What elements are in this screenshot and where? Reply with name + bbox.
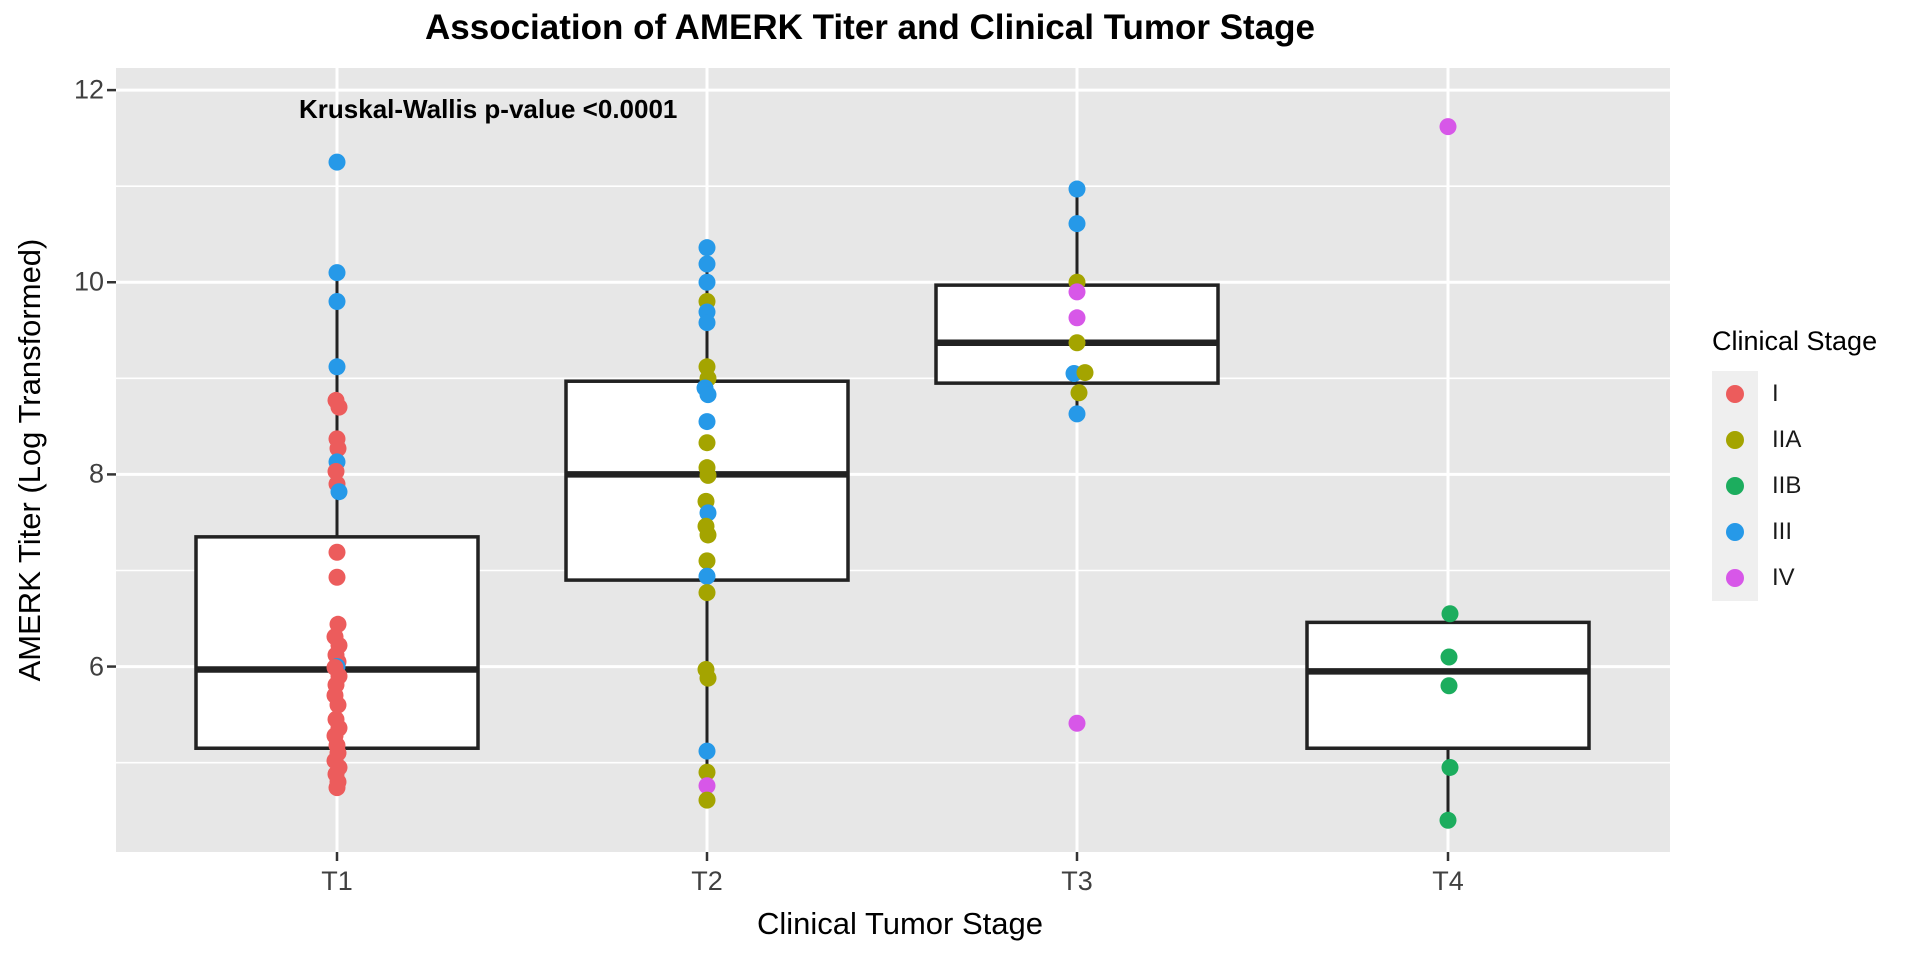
legend-item-label: IV: [1772, 564, 1795, 591]
data-point-T1-stage-I: [329, 439, 347, 457]
legend-dot-icon: [1726, 385, 1744, 403]
y-tick-label-10: 10: [73, 266, 104, 297]
legend-key: [1712, 463, 1758, 509]
legend-item-I: I: [1712, 371, 1912, 417]
data-point-T4-stage-IIB: [1441, 758, 1459, 776]
data-point-T2-stage-III: [698, 255, 716, 273]
chart-title: Association of AMERK Titer and Clinical …: [424, 8, 1316, 47]
data-point-T1-stage-III: [328, 153, 346, 171]
legend-dot-icon: [1726, 569, 1744, 587]
data-point-T2-stage-III: [699, 386, 717, 404]
legend-dot-icon: [1726, 523, 1744, 541]
legend-item-label: I: [1772, 380, 1779, 407]
data-point-T3-stage-III: [1068, 405, 1086, 423]
data-point-T2-stage-III: [698, 742, 716, 760]
legend-dot-icon: [1726, 431, 1744, 449]
data-point-T4-stage-IV: [1439, 118, 1457, 136]
y-tick-label-6: 6: [88, 651, 104, 682]
legend: Clinical Stage I IIA IIB III IV: [1712, 326, 1912, 601]
data-point-T1-stage-III: [328, 292, 346, 310]
legend-item-label: IIB: [1772, 472, 1802, 499]
legend-item-IIB: IIB: [1712, 463, 1912, 509]
data-point-T2-stage-III: [698, 567, 716, 585]
data-point-T1-stage-I: [330, 398, 348, 416]
data-point-T2-stage-IIA: [699, 466, 717, 484]
data-point-T3-stage-IIA: [1070, 384, 1088, 402]
data-point-T4-stage-IIB: [1440, 677, 1458, 695]
data-point-T4-stage-IIB: [1439, 811, 1457, 829]
data-point-T3-stage-IV: [1068, 283, 1086, 301]
legend-item-IIA: IIA: [1712, 417, 1912, 463]
legend-items: I IIA IIB III IV: [1712, 371, 1912, 601]
legend-item-IV: IV: [1712, 555, 1912, 601]
data-point-T3-stage-IIA: [1068, 334, 1086, 352]
data-point-T2-stage-IIA: [698, 434, 716, 452]
legend-key: [1712, 555, 1758, 601]
x-axis-title: Clinical Tumor Stage: [756, 906, 1044, 941]
data-point-T1-stage-I: [327, 463, 345, 481]
x-tick-label-T3: T3: [1061, 866, 1093, 896]
legend-key: [1712, 509, 1758, 555]
data-point-T1-stage-I: [328, 543, 346, 561]
legend-item-III: III: [1712, 509, 1912, 555]
data-point-T4-stage-IIB: [1440, 648, 1458, 666]
legend-title: Clinical Stage: [1712, 326, 1878, 356]
data-point-T3-stage-III: [1068, 215, 1086, 233]
data-point-T1-stage-III: [328, 264, 346, 282]
data-point-T2-stage-III: [698, 273, 716, 291]
data-point-T2-stage-III: [699, 504, 717, 522]
data-point-T2-stage-IIA: [699, 526, 717, 544]
data-point-T3-stage-IV: [1068, 714, 1086, 732]
data-point-T1-stage-I: [329, 696, 347, 714]
legend-item-label: III: [1772, 518, 1793, 545]
data-point-T2-stage-IIA: [698, 552, 716, 570]
data-point-T2-stage-IIA: [698, 584, 716, 602]
data-point-T3-stage-IIA: [1076, 364, 1094, 382]
data-point-T2-stage-III: [698, 413, 716, 431]
data-point-T3-stage-III: [1068, 180, 1086, 198]
x-tick-label-T1: T1: [321, 866, 353, 896]
legend-key: [1712, 371, 1758, 417]
data-point-T1-stage-I: [328, 568, 346, 586]
data-point-T1-stage-I: [328, 779, 346, 797]
legend-item-label: IIA: [1772, 426, 1802, 453]
x-tick-label-T2: T2: [691, 866, 723, 896]
data-point-T2-stage-IIA: [698, 791, 716, 809]
data-point-T1-stage-III: [328, 358, 346, 376]
data-point-T2-stage-III: [698, 239, 716, 257]
data-point-T2-stage-IIA: [699, 669, 717, 687]
y-tick-label-12: 12: [73, 74, 104, 105]
kruskal-wallis-annotation: Kruskal-Wallis p-value <0.0001: [299, 94, 678, 124]
data-point-T3-stage-IV: [1068, 309, 1086, 327]
data-point-T4-stage-IIB: [1441, 605, 1459, 623]
legend-dot-icon: [1726, 477, 1744, 495]
legend-key: [1712, 417, 1758, 463]
data-point-T2-stage-III: [698, 314, 716, 332]
data-point-T2-stage-IIA: [698, 763, 716, 781]
x-tick-label-T4: T4: [1432, 866, 1464, 896]
y-tick-label-8: 8: [88, 458, 104, 489]
data-point-T2-stage-IV: [698, 777, 716, 795]
data-point-T1-stage-III: [330, 483, 348, 501]
